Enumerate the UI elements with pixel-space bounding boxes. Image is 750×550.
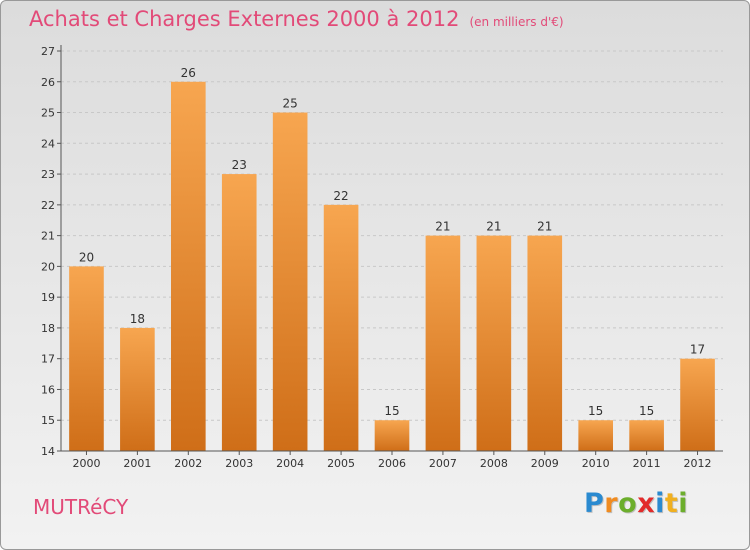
data-label: 25 <box>283 97 298 111</box>
x-tick-label: 2011 <box>633 457 661 470</box>
bar <box>629 420 664 451</box>
y-tick-label: 19 <box>41 291 55 304</box>
bar <box>374 420 410 451</box>
y-tick-label: 20 <box>41 260 55 273</box>
bar <box>680 358 715 451</box>
x-tick-label: 2006 <box>378 457 406 470</box>
y-tick-label: 26 <box>41 76 55 89</box>
y-tick-label: 21 <box>41 230 55 243</box>
bar <box>120 327 155 451</box>
data-label: 17 <box>690 343 705 357</box>
logo-letter: P <box>584 488 605 519</box>
x-tick-label: 2007 <box>429 457 457 470</box>
axis-layer: 14 15 16 17 18 19 20 21 22 23 24 25 26 27 2000 2001 2002… <box>41 45 723 470</box>
logo-letter: x <box>637 488 656 519</box>
y-tick-label: 16 <box>41 383 55 396</box>
x-tick-label: 2003 <box>225 457 253 470</box>
data-label: 21 <box>537 220 552 234</box>
x-tick-label: 2005 <box>327 457 355 470</box>
bar <box>170 81 206 452</box>
bar <box>323 204 359 451</box>
x-tick-label: 2010 <box>582 457 610 470</box>
logo-letter: o <box>618 488 638 519</box>
bar <box>272 112 308 452</box>
data-label: 18 <box>130 312 145 326</box>
logo-letter: r <box>604 488 619 519</box>
bar <box>425 235 461 451</box>
y-tick-label: 17 <box>41 353 55 366</box>
data-label: 20 <box>79 250 94 264</box>
proxiti-logo: Proxiti <box>584 488 688 519</box>
data-label: 23 <box>232 158 247 172</box>
grid-layer <box>61 50 723 421</box>
y-tick-label: 24 <box>41 137 55 150</box>
bar <box>578 420 614 451</box>
logo-letter: i <box>655 488 665 519</box>
x-tick-label: 2002 <box>174 457 202 470</box>
x-tick-label: 2001 <box>123 457 151 470</box>
bar <box>527 235 563 451</box>
chart-title-text: Achats et Charges Externes 2000 à 2012 <box>29 7 460 31</box>
logo-letter: i <box>678 488 689 519</box>
bar <box>476 235 512 451</box>
chart-unit: (en milliers d'€) <box>469 15 564 29</box>
bar <box>221 174 257 452</box>
data-label: 21 <box>435 220 450 234</box>
y-tick-label: 14 <box>41 445 55 458</box>
data-label: 21 <box>486 220 501 234</box>
x-tick-label: 2008 <box>480 457 508 470</box>
y-tick-label: 25 <box>41 107 55 120</box>
y-tick-label: 22 <box>41 199 55 212</box>
data-label: 26 <box>181 66 196 80</box>
x-tick-label: 2000 <box>72 457 100 470</box>
y-tick-label: 18 <box>41 322 55 335</box>
y-tick-label: 27 <box>41 45 55 58</box>
bar-layer: 20 18 26 23 25 22 15 21 21 21 15 15 17 <box>69 66 715 452</box>
x-tick-label: 2004 <box>276 457 304 470</box>
data-label: 15 <box>384 404 399 418</box>
y-tick-label: 23 <box>41 168 55 181</box>
data-label: 22 <box>333 189 348 203</box>
x-tick-label: 2012 <box>684 457 712 470</box>
place-name: MUTRéCY <box>33 495 129 519</box>
logo-letter: t <box>664 488 679 519</box>
y-tick-label: 15 <box>41 414 55 427</box>
bar <box>69 266 104 451</box>
chart-title: Achats et Charges Externes 2000 à 2012 (e… <box>29 7 564 31</box>
data-label: 15 <box>639 404 654 418</box>
x-tick-label: 2009 <box>531 457 559 470</box>
data-label: 15 <box>588 404 603 418</box>
